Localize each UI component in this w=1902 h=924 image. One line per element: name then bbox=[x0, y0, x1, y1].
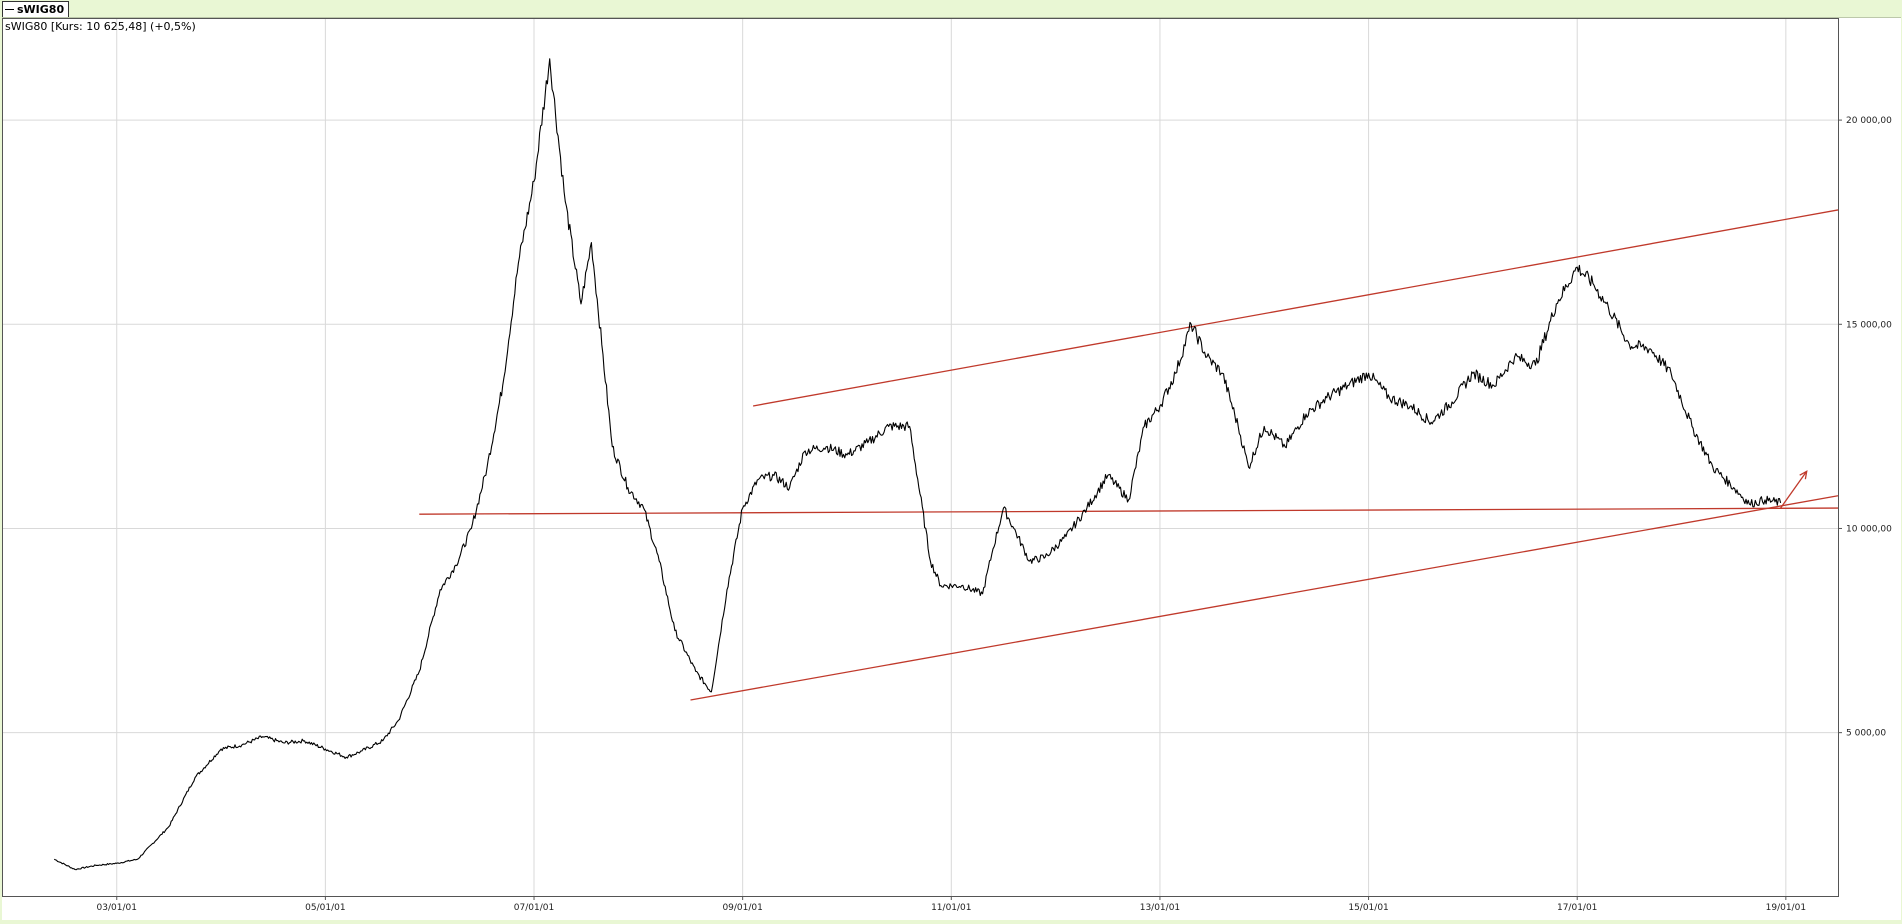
x-tick-label: 17/01/01 bbox=[1557, 903, 1597, 913]
x-tick-label: 15/01/01 bbox=[1348, 903, 1388, 913]
plot-border bbox=[2, 18, 1839, 897]
legend-swatch bbox=[5, 9, 14, 10]
grid bbox=[2, 18, 1838, 896]
x-tick-label: 09/01/01 bbox=[722, 903, 762, 913]
trendline bbox=[752, 209, 1839, 407]
y-tick-label: 5 000,00 bbox=[1846, 729, 1886, 739]
series-line bbox=[53, 58, 1782, 871]
series-layer bbox=[53, 58, 1782, 871]
annotation-arrow bbox=[1780, 470, 1808, 509]
chart-info-label: sWIG80 [Kurs: 10 625,48] (+0,5%) bbox=[5, 20, 196, 33]
chart-svg: 03/01/01 05/01/01 07/01/01 09/01/01 11/01/01… bbox=[2, 18, 1892, 913]
y-tick-label: 15 000,00 bbox=[1846, 320, 1892, 330]
y-axis: 5 000,00 10 000,00 15 000,00 20 000,00 bbox=[1838, 116, 1892, 739]
trendline bbox=[419, 507, 1839, 515]
trendline bbox=[690, 495, 1839, 701]
legend: sWIG80 bbox=[2, 1, 70, 18]
y-tick-label: 10 000,00 bbox=[1846, 524, 1892, 534]
annotation-arrowhead bbox=[1799, 470, 1808, 480]
chart-area: 03/01/01 05/01/01 07/01/01 09/01/01 11/01/01… bbox=[2, 17, 1901, 920]
x-tick-label: 19/01/01 bbox=[1766, 903, 1806, 913]
x-tick-label: 13/01/01 bbox=[1140, 903, 1180, 913]
x-tick-label: 11/01/01 bbox=[931, 903, 971, 913]
x-tick-label: 05/01/01 bbox=[305, 903, 345, 913]
legend-label: sWIG80 bbox=[17, 3, 65, 16]
y-tick-label: 20 000,00 bbox=[1846, 116, 1892, 126]
x-axis: 03/01/01 05/01/01 07/01/01 09/01/01 11/01/01… bbox=[97, 896, 1806, 913]
trendlines bbox=[419, 209, 1839, 701]
x-tick-label: 07/01/01 bbox=[514, 903, 554, 913]
x-tick-label: 03/01/01 bbox=[97, 903, 137, 913]
